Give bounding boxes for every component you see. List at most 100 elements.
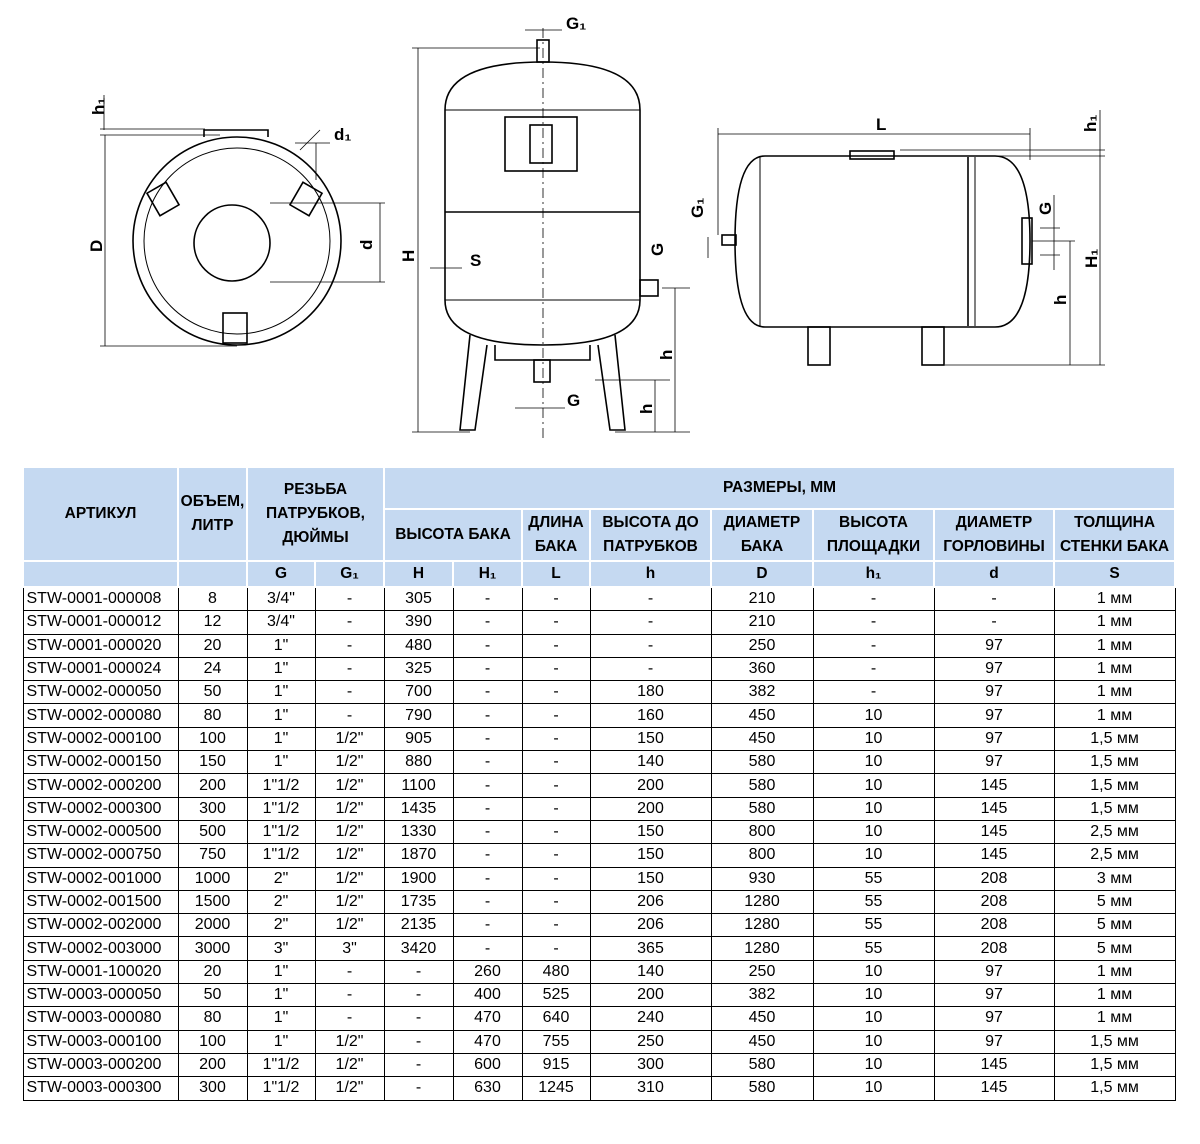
- header-length: ДЛИНА БАКА: [521, 508, 592, 562]
- value-cell: 1,5 мм: [1053, 1076, 1176, 1101]
- value-cell: 97: [933, 656, 1055, 682]
- value-cell: 10: [812, 819, 935, 845]
- value-cell: 1/2": [314, 913, 385, 938]
- value-cell: 97: [933, 1029, 1055, 1054]
- header-height-to-pipes: ВЫСОТА ДО ПАТРУБКОВ: [589, 508, 713, 562]
- value-cell: 382: [710, 983, 814, 1008]
- symbol-header: d: [933, 560, 1056, 588]
- value-cell: 800: [710, 819, 814, 845]
- value-cell: 2,5 мм: [1053, 819, 1176, 845]
- table-row: STW-0003-000050 50 1" - -400 525 200 382 10 97 1 м…: [22, 983, 1176, 1008]
- value-cell: 2": [246, 913, 316, 938]
- value-cell: 3/4": [246, 586, 316, 612]
- value-cell: 2000: [177, 913, 248, 938]
- value-cell: 905: [383, 726, 454, 752]
- value-cell: 1"1/2: [246, 1076, 316, 1101]
- value-cell: 97: [933, 703, 1055, 728]
- value-cell: 200: [177, 773, 248, 798]
- value-cell: 1": [246, 750, 316, 775]
- value-cell: 97: [933, 633, 1055, 658]
- value-cell: 10: [812, 726, 935, 752]
- value-cell: 150: [589, 843, 712, 868]
- value-cell: 450: [710, 1029, 814, 1054]
- value-cell: 150: [177, 750, 248, 775]
- value-cell: -: [383, 1052, 454, 1078]
- value-cell: 8: [177, 586, 248, 612]
- value-cell: 3": [246, 936, 316, 961]
- value-cell: -: [521, 866, 591, 891]
- value-cell: 150: [589, 726, 712, 752]
- value-cell: 10: [812, 773, 935, 798]
- label-G-side: G: [648, 243, 667, 256]
- header-wall-thickness: ТОЛЩИНА СТЕНКИ БАКА: [1053, 508, 1177, 562]
- value-cell: 10: [812, 1006, 935, 1031]
- value-cell: 1/2": [314, 796, 385, 821]
- table-row: STW-0002-000150 150 1" 1/2" 880- -140 580 10 97 1…: [22, 750, 1176, 775]
- value-cell: 10: [812, 750, 935, 775]
- value-cell: 1": [246, 703, 316, 728]
- value-cell: 1870: [383, 843, 454, 868]
- value-cell: 5 мм: [1053, 913, 1176, 938]
- value-cell: 400: [452, 983, 523, 1008]
- value-cell: 208: [933, 913, 1055, 938]
- value-cell: 55: [812, 866, 935, 891]
- article-cell: STW-0003-000200: [22, 1052, 179, 1078]
- value-cell: -: [452, 750, 523, 775]
- value-cell: 300: [177, 796, 248, 821]
- value-cell: 10: [812, 1052, 935, 1078]
- value-cell: 208: [933, 866, 1055, 891]
- value-cell: 10: [812, 959, 935, 985]
- value-cell: 1/2": [314, 726, 385, 752]
- value-cell: 470: [452, 1029, 523, 1054]
- value-cell: 145: [933, 819, 1055, 845]
- label-G-bottom: G: [567, 391, 580, 410]
- table-row: STW-0001-000008 8 3/4" -305- - -210- -1 мм: [22, 586, 1176, 612]
- value-cell: -: [314, 610, 385, 635]
- article-cell: STW-0002-002000: [22, 913, 179, 938]
- article-cell: STW-0003-000080: [22, 1006, 179, 1031]
- value-cell: 1,5 мм: [1053, 1052, 1176, 1078]
- article-cell: STW-0002-000050: [22, 680, 179, 705]
- table-row: STW-0001-000012 12 3/4" -390- - -210- -1 мм: [22, 610, 1176, 635]
- value-cell: 100: [177, 1029, 248, 1054]
- value-cell: 930: [710, 866, 814, 891]
- table-row: STW-0002-000100 100 1" 1/2" 905- -150 450 10 97 1…: [22, 726, 1176, 752]
- value-cell: 50: [177, 680, 248, 705]
- article-cell: STW-0002-000500: [22, 819, 179, 845]
- header-volume: ОБЪЕМ, ЛИТР: [177, 466, 248, 562]
- value-cell: 580: [710, 773, 814, 798]
- value-cell: -: [521, 819, 591, 845]
- article-cell: STW-0002-001500: [22, 889, 179, 915]
- value-cell: 1100: [383, 773, 454, 798]
- article-cell: STW-0001-000020: [22, 633, 179, 658]
- table-row: STW-0003-000100 100 1" 1/2" -470 755 250 450 10 9…: [22, 1029, 1176, 1054]
- value-cell: 310: [589, 1076, 712, 1101]
- value-cell: 800: [710, 843, 814, 868]
- value-cell: 325: [383, 656, 454, 682]
- value-cell: 20: [177, 959, 248, 985]
- article-cell: STW-0001-000012: [22, 610, 179, 635]
- value-cell: 1/2": [314, 866, 385, 891]
- value-cell: 1": [246, 1006, 316, 1031]
- value-cell: 140: [589, 750, 712, 775]
- value-cell: 755: [521, 1029, 591, 1054]
- value-cell: 200: [589, 796, 712, 821]
- value-cell: -: [521, 750, 591, 775]
- value-cell: 1"1/2: [246, 843, 316, 868]
- label-H: H: [399, 250, 418, 262]
- value-cell: 580: [710, 1076, 814, 1101]
- symbol-header: D: [710, 560, 815, 588]
- header-thread: РЕЗЬБА ПАТРУБКОВ, ДЮЙМЫ: [245, 466, 386, 562]
- value-cell: -: [812, 680, 935, 705]
- value-cell: 365: [589, 936, 712, 961]
- value-cell: -: [521, 586, 591, 612]
- table-row: STW-0002-001500 1500 2" 1/2" 1735- -206 1280 55…: [22, 889, 1176, 915]
- value-cell: -: [452, 936, 523, 961]
- value-cell: 208: [933, 889, 1055, 915]
- value-cell: 2,5 мм: [1053, 843, 1176, 868]
- value-cell: 1 мм: [1053, 633, 1176, 658]
- value-cell: 1,5 мм: [1053, 1029, 1176, 1054]
- table-row: STW-0002-002000 2000 2" 1/2" 2135- -206 1280 55…: [22, 913, 1176, 938]
- value-cell: -: [383, 983, 454, 1008]
- value-cell: -: [521, 633, 591, 658]
